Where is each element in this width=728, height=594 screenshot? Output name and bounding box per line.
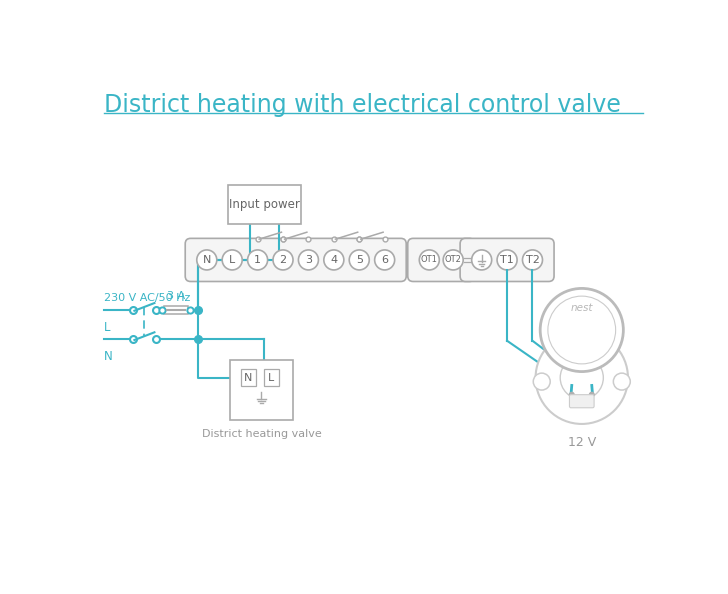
Text: N: N bbox=[202, 255, 211, 265]
FancyBboxPatch shape bbox=[228, 185, 301, 224]
Text: 4: 4 bbox=[331, 255, 337, 265]
FancyBboxPatch shape bbox=[230, 360, 293, 420]
Circle shape bbox=[273, 250, 293, 270]
Circle shape bbox=[248, 250, 268, 270]
Circle shape bbox=[536, 331, 628, 424]
Circle shape bbox=[561, 356, 604, 399]
Circle shape bbox=[614, 373, 630, 390]
FancyBboxPatch shape bbox=[408, 238, 475, 282]
Text: 3 A: 3 A bbox=[167, 290, 185, 301]
Circle shape bbox=[298, 250, 318, 270]
Text: 6: 6 bbox=[381, 255, 388, 265]
Text: nest: nest bbox=[571, 346, 593, 356]
Circle shape bbox=[197, 250, 217, 270]
Text: 3: 3 bbox=[305, 255, 312, 265]
FancyBboxPatch shape bbox=[460, 238, 554, 282]
Circle shape bbox=[349, 250, 369, 270]
Text: L: L bbox=[103, 321, 110, 334]
FancyBboxPatch shape bbox=[185, 238, 406, 282]
Text: 12 V: 12 V bbox=[568, 436, 596, 449]
Circle shape bbox=[497, 250, 517, 270]
Circle shape bbox=[375, 250, 395, 270]
Text: 2: 2 bbox=[280, 255, 287, 265]
Circle shape bbox=[324, 250, 344, 270]
Circle shape bbox=[569, 393, 574, 397]
FancyBboxPatch shape bbox=[165, 306, 188, 314]
Text: N: N bbox=[244, 373, 253, 383]
Circle shape bbox=[472, 250, 491, 270]
Text: 5: 5 bbox=[356, 255, 363, 265]
Circle shape bbox=[590, 393, 594, 397]
Circle shape bbox=[540, 289, 623, 372]
Text: 230 V AC/50 Hz: 230 V AC/50 Hz bbox=[103, 293, 190, 303]
Text: N: N bbox=[103, 350, 112, 363]
Text: Input power: Input power bbox=[229, 198, 300, 211]
Text: nest: nest bbox=[571, 304, 593, 314]
Text: L: L bbox=[269, 373, 274, 383]
Circle shape bbox=[533, 373, 550, 390]
FancyBboxPatch shape bbox=[264, 369, 279, 386]
Text: T2: T2 bbox=[526, 255, 539, 265]
Text: 1: 1 bbox=[254, 255, 261, 265]
Text: OT1: OT1 bbox=[421, 255, 438, 264]
Text: District heating with electrical control valve: District heating with electrical control… bbox=[103, 93, 620, 117]
Text: L: L bbox=[229, 255, 235, 265]
Circle shape bbox=[222, 250, 242, 270]
Text: OT2: OT2 bbox=[445, 255, 462, 264]
Text: District heating valve: District heating valve bbox=[202, 429, 321, 440]
Circle shape bbox=[419, 250, 439, 270]
Circle shape bbox=[443, 250, 463, 270]
Text: T1: T1 bbox=[500, 255, 514, 265]
FancyBboxPatch shape bbox=[569, 394, 594, 407]
Circle shape bbox=[548, 296, 616, 364]
Circle shape bbox=[523, 250, 542, 270]
FancyBboxPatch shape bbox=[241, 369, 256, 386]
